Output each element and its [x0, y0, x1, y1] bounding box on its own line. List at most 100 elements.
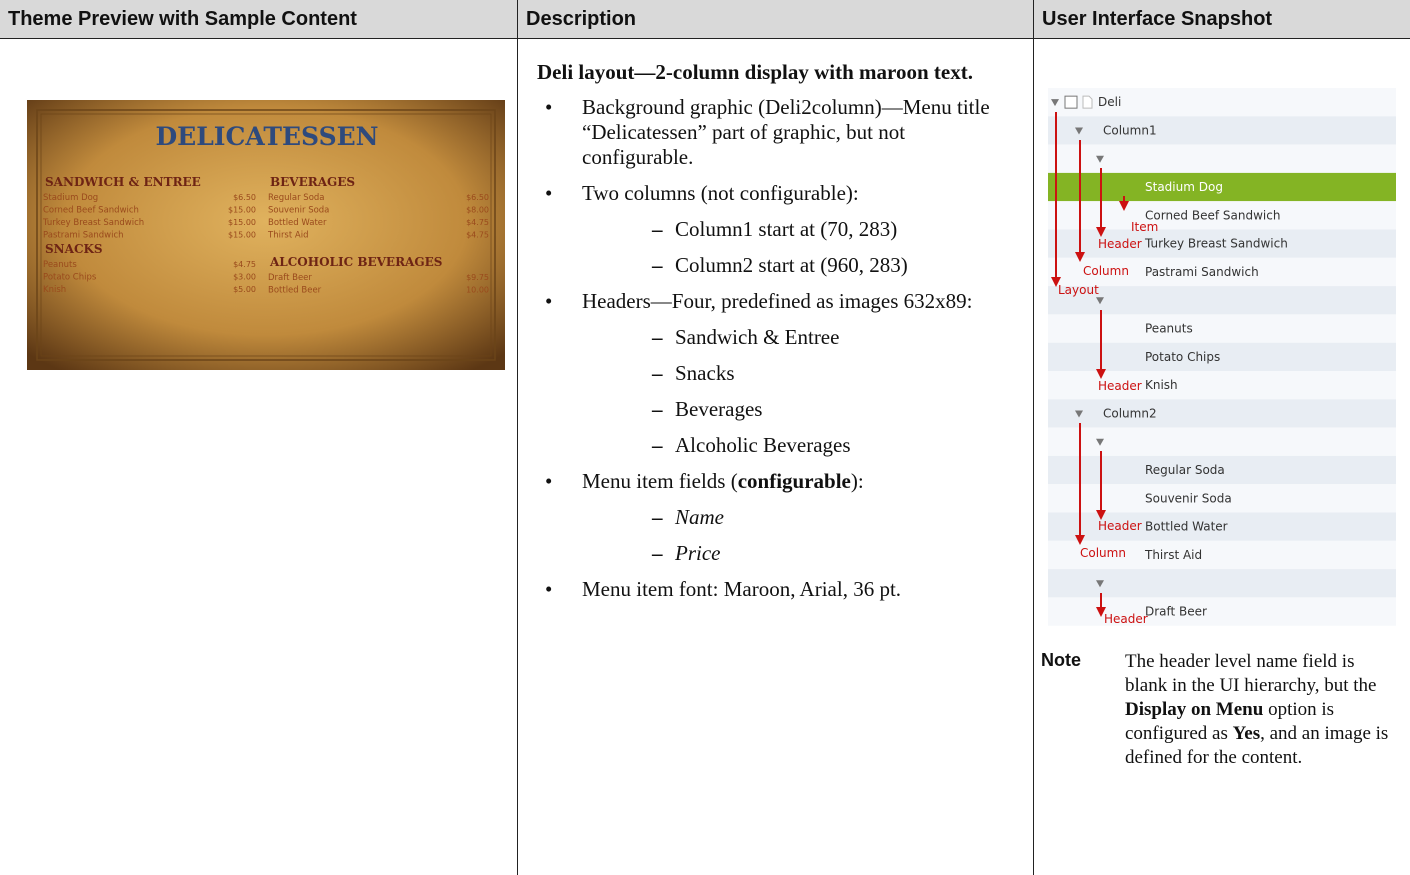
- preview-price: $5.00: [233, 285, 256, 294]
- tree-row: [1048, 399, 1396, 428]
- annotation-label: Header: [1104, 612, 1148, 626]
- note-text-part: option is configured as: [1125, 699, 1335, 744]
- tree-row: [1048, 342, 1396, 371]
- frame: [36, 109, 496, 361]
- tree-label: Stadium Dog: [1145, 180, 1223, 194]
- column-header: Description: [518, 0, 1033, 38]
- background: [27, 100, 505, 370]
- arrow-head: [1119, 201, 1129, 211]
- sub-bullet: Sandwich & Entree: [582, 325, 1017, 350]
- ui-tree: Deli Column1 Stadium Dog Corned Beef Sandwi…: [1048, 88, 1396, 626]
- bullet: Background graphic (Deli2column)—Menu ti…: [537, 95, 1017, 170]
- arrow-head: [1075, 535, 1085, 545]
- tree-row: [1048, 484, 1396, 513]
- bullet-text: Headers—Four, predefined as images 632x8…: [582, 289, 973, 313]
- tree-row: [1048, 88, 1396, 117]
- bullet-text: Two columns (not configurable):: [582, 181, 859, 205]
- tree-row: [1048, 201, 1396, 230]
- arrow-head: [1096, 369, 1106, 379]
- tree-row: [1048, 597, 1396, 626]
- arrow-head: [1075, 252, 1085, 262]
- annotation-label: Header: [1098, 237, 1142, 251]
- description-heading: Deli layout—2-column display with maroon…: [537, 60, 973, 84]
- arrow-head: [1096, 510, 1106, 520]
- preview-header: ALCOHOLIC BEVERAGES: [269, 255, 442, 269]
- sub-list: Column1 start at (70, 283) Column2 start …: [582, 217, 1017, 278]
- expander: [1096, 580, 1104, 588]
- preview-price: $3.00: [233, 273, 256, 282]
- expander: [1075, 127, 1083, 135]
- expander: [1096, 438, 1104, 446]
- tree-label: Turkey Breast Sandwich: [1144, 237, 1288, 251]
- column-header: User Interface Snapshot: [1034, 0, 1410, 38]
- tree-row: [1048, 286, 1396, 315]
- tree-row: [1048, 371, 1396, 400]
- sub-bullet-text: Beverages: [675, 397, 763, 421]
- column-rule: [1033, 0, 1034, 875]
- tree-label: Column2: [1103, 406, 1157, 420]
- preview-header: SNACKS: [45, 242, 103, 256]
- sub-bullet-text: Name: [675, 505, 724, 529]
- tree-row: [1048, 116, 1396, 145]
- sub-bullet: Name: [582, 505, 1017, 530]
- tree-label: Souvenir Soda: [1145, 491, 1232, 505]
- header-rule: [0, 38, 1410, 39]
- preview-header: BEVERAGES: [270, 175, 355, 189]
- column-rule: [517, 0, 518, 875]
- sub-bullet-text: Column2 start at (960, 283): [675, 253, 908, 277]
- note-text-part: The header level name field is blank in …: [1125, 651, 1377, 696]
- preview-price: $6.50: [233, 193, 256, 202]
- tree-label: Regular Soda: [1145, 463, 1225, 477]
- bullet-text: Background graphic (Deli2column)—Menu ti…: [582, 95, 990, 169]
- preview-item: Souvenir Soda: [268, 206, 329, 216]
- arrow-head: [1096, 227, 1106, 237]
- preview-item: Bottled Water: [268, 218, 327, 228]
- bullet: Two columns (not configurable): Column1 s…: [537, 181, 1017, 278]
- tree-row: [1048, 569, 1396, 598]
- preview-price: $4.75: [466, 231, 489, 240]
- tree-row: [1048, 172, 1396, 202]
- annotation-label: Header: [1098, 519, 1142, 533]
- preview-item: Corned Beef Sandwich: [43, 206, 139, 216]
- expander: [1051, 99, 1059, 107]
- preview-price: $4.75: [233, 260, 256, 269]
- bullet-text: configurable: [737, 469, 851, 493]
- sub-list: Sandwich & Entree Snacks Beverages Alcoholi…: [582, 325, 1017, 458]
- sub-bullet-text: Price: [675, 541, 721, 565]
- annotation-label: Column: [1083, 264, 1129, 278]
- tree-row: [1048, 512, 1396, 541]
- sub-bullet-text: Snacks: [675, 361, 735, 385]
- tree-row: [1048, 257, 1396, 287]
- note-text-part: Display on Menu: [1125, 699, 1264, 720]
- preview-item: Potato Chips: [43, 273, 97, 283]
- tree-row: [1048, 144, 1396, 173]
- arrow-head: [1096, 607, 1106, 617]
- preview-item: Peanuts: [43, 260, 77, 270]
- description: Deli layout—2-column display with maroon…: [537, 60, 1017, 613]
- preview-price: $15.00: [228, 218, 256, 227]
- sub-bullet: Column1 start at (70, 283): [582, 217, 1017, 242]
- tree-label: Corned Beef Sandwich: [1145, 208, 1280, 222]
- preview-price: $4.75: [466, 218, 489, 227]
- sub-bullet: Price: [582, 541, 1017, 566]
- arrow-head: [1051, 277, 1061, 287]
- preview-item: Bottled Beer: [268, 286, 322, 296]
- tree-label: Deli: [1098, 95, 1121, 109]
- tree-row: [1048, 314, 1396, 343]
- preview-item: Thirst Aid: [267, 231, 308, 241]
- preview-item: Turkey Breast Sandwich: [42, 218, 144, 228]
- preview-title: DELICATESSEN: [155, 122, 378, 151]
- annotation-label: Item: [1131, 220, 1158, 234]
- preview-price: $9.75: [466, 273, 489, 282]
- preview-price: $15.00: [228, 206, 256, 215]
- annotation-label: Column: [1080, 546, 1126, 560]
- bullet-text: ):: [850, 469, 864, 493]
- sub-bullet-text: Sandwich & Entree: [675, 325, 840, 349]
- tree-label: Pastrami Sandwich: [1145, 265, 1259, 279]
- bullet: Headers—Four, predefined as images 632x8…: [537, 289, 1017, 458]
- expander: [1075, 410, 1083, 418]
- sub-bullet: Column2 start at (960, 283): [582, 253, 1017, 278]
- expander: [1096, 155, 1104, 163]
- sub-list: Name Price: [582, 505, 1017, 566]
